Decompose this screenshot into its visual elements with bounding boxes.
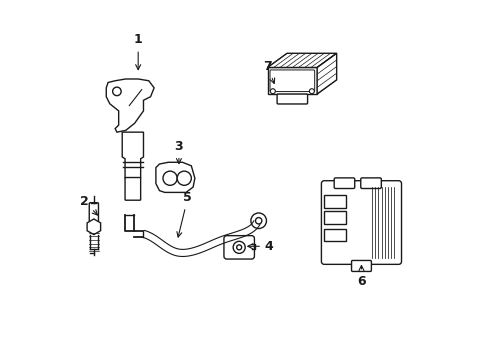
FancyBboxPatch shape bbox=[224, 236, 254, 259]
Circle shape bbox=[236, 245, 241, 250]
FancyBboxPatch shape bbox=[269, 70, 314, 91]
Circle shape bbox=[163, 171, 177, 185]
Circle shape bbox=[270, 89, 275, 94]
Polygon shape bbox=[317, 53, 336, 94]
FancyBboxPatch shape bbox=[324, 195, 346, 208]
Polygon shape bbox=[87, 219, 101, 235]
FancyBboxPatch shape bbox=[277, 94, 307, 104]
FancyBboxPatch shape bbox=[125, 177, 141, 200]
Circle shape bbox=[309, 89, 314, 94]
Circle shape bbox=[250, 213, 266, 229]
FancyBboxPatch shape bbox=[351, 260, 370, 271]
Circle shape bbox=[177, 171, 191, 185]
Circle shape bbox=[255, 217, 262, 224]
Text: 6: 6 bbox=[356, 266, 365, 288]
Text: 4: 4 bbox=[247, 240, 273, 253]
Text: 7: 7 bbox=[263, 60, 274, 84]
Polygon shape bbox=[267, 67, 317, 94]
Circle shape bbox=[112, 87, 121, 96]
Polygon shape bbox=[122, 132, 143, 178]
Text: 2: 2 bbox=[80, 195, 97, 215]
Text: 3: 3 bbox=[174, 140, 183, 163]
FancyBboxPatch shape bbox=[89, 203, 98, 222]
Polygon shape bbox=[267, 53, 336, 67]
FancyBboxPatch shape bbox=[360, 178, 381, 189]
Circle shape bbox=[233, 241, 244, 253]
Polygon shape bbox=[156, 162, 195, 192]
Polygon shape bbox=[106, 79, 154, 132]
Text: 1: 1 bbox=[134, 33, 142, 69]
FancyBboxPatch shape bbox=[321, 181, 401, 264]
FancyBboxPatch shape bbox=[324, 229, 346, 241]
FancyBboxPatch shape bbox=[324, 211, 346, 224]
FancyBboxPatch shape bbox=[333, 178, 354, 189]
Text: 5: 5 bbox=[177, 191, 192, 237]
